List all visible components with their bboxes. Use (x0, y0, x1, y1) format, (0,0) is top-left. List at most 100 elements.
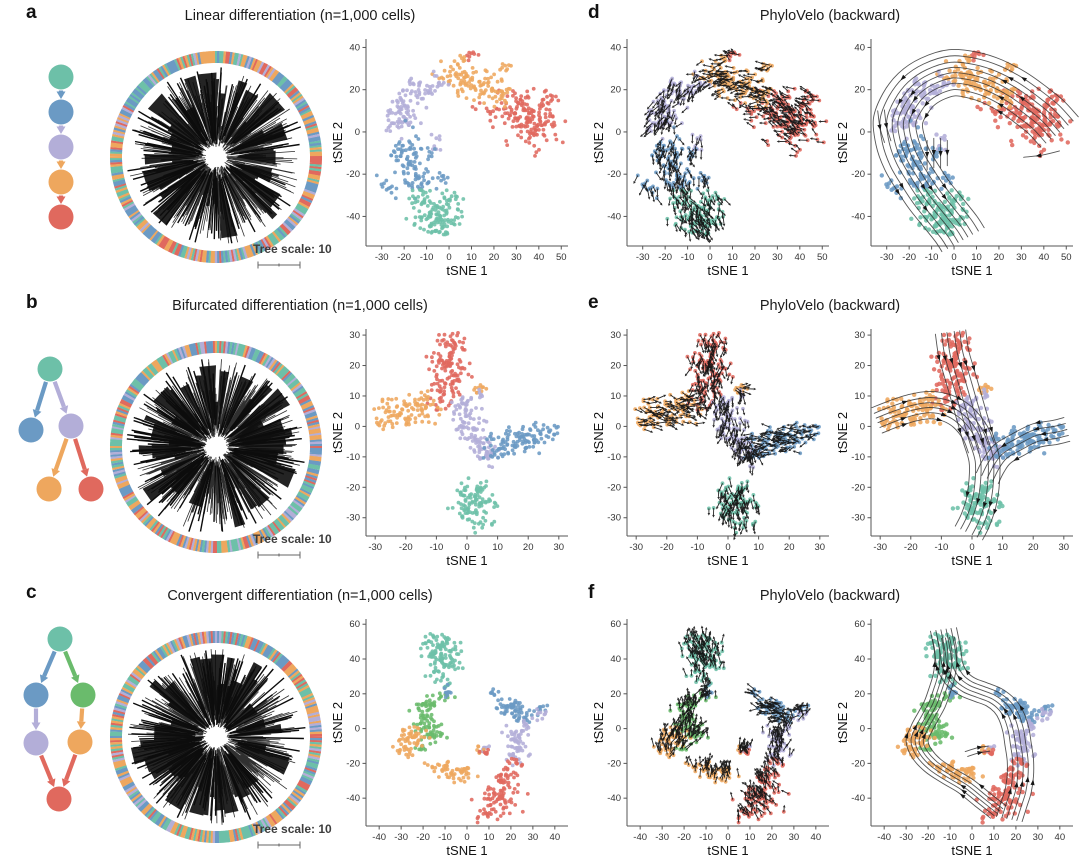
svg-text:-10: -10 (420, 252, 434, 263)
svg-text:20: 20 (610, 361, 621, 372)
svg-text:tSNE 1: tSNE 1 (707, 553, 748, 568)
svg-text:20: 20 (784, 542, 795, 553)
svg-text:0: 0 (616, 724, 621, 735)
svg-text:30: 30 (789, 832, 800, 843)
tree-scale-bar-a (257, 261, 301, 269)
svg-text:-20: -20 (397, 252, 411, 263)
svg-text:-30: -30 (629, 542, 643, 553)
svg-text:40: 40 (550, 832, 561, 843)
svg-text:10: 10 (997, 542, 1008, 553)
svg-text:-20: -20 (658, 252, 672, 263)
svg-text:-30: -30 (655, 832, 669, 843)
svg-text:40: 40 (349, 42, 360, 53)
svg-text:20: 20 (854, 85, 865, 96)
panel-label-d: d (588, 2, 600, 23)
tree-scale-label-c: Tree scale: 10 (253, 822, 332, 836)
svg-text:-40: -40 (372, 832, 386, 843)
lineage-schematic-bifurcated (18, 356, 104, 502)
svg-text:tSNE 2: tSNE 2 (330, 122, 345, 163)
svg-text:-10: -10 (851, 452, 865, 463)
svg-text:-40: -40 (633, 832, 647, 843)
svg-text:40: 40 (854, 42, 865, 53)
panel-label-a: a (26, 2, 37, 23)
svg-text:-30: -30 (636, 252, 650, 263)
svg-text:0: 0 (446, 252, 451, 263)
panel-title-c: Convergent differentiation (n=1,000 cell… (167, 588, 433, 604)
svg-text:-10: -10 (925, 252, 939, 263)
svg-text:0: 0 (860, 127, 865, 138)
lineage-schematic-linear (48, 64, 74, 230)
tree-scale-bar-c (257, 841, 301, 849)
panel-a: a Linear differentiation (n=1,000 cells)… (0, 0, 580, 290)
tsne-plot-c: -40 -30 -20 -10 0 10 20 30 40 -40 -20 0 20 40 60 tSNE 1… (330, 619, 568, 858)
svg-text:-40: -40 (851, 211, 865, 222)
svg-text:20: 20 (610, 85, 621, 96)
svg-text:tSNE 2: tSNE 2 (835, 122, 850, 163)
svg-text:10: 10 (492, 542, 503, 553)
svg-text:-30: -30 (880, 252, 894, 263)
tree-scale-label-b: Tree scale: 10 (253, 532, 332, 546)
svg-text:0: 0 (725, 542, 730, 553)
svg-text:-30: -30 (375, 252, 389, 263)
svg-text:tSNE 1: tSNE 1 (707, 843, 748, 858)
svg-text:0: 0 (464, 542, 469, 553)
svg-text:-10: -10 (935, 542, 949, 553)
panel-c: c Convergent differentiation (n=1,000 ce… (0, 580, 580, 861)
svg-text:0: 0 (355, 127, 360, 138)
svg-text:50: 50 (556, 252, 567, 263)
svg-text:-20: -20 (346, 482, 360, 493)
svg-text:-30: -30 (368, 542, 382, 553)
svg-text:-30: -30 (394, 832, 408, 843)
svg-text:-20: -20 (904, 542, 918, 553)
velocity-arrow-plot-d: -30 -20 -10 0 10 20 30 40 50 -40 -20 0 20 40 tSNE 1 tSN… (591, 39, 829, 278)
svg-text:30: 30 (528, 832, 539, 843)
svg-text:40: 40 (795, 252, 806, 263)
panel-title-f: PhyloVelo (backward) (759, 588, 901, 604)
velocity-arrow-plot-f: -40 -30 -20 -10 0 10 20 30 40 -40 -20 0 20 40 60 tSNE 1… (591, 619, 829, 858)
svg-text:60: 60 (349, 619, 360, 630)
svg-text:0: 0 (969, 542, 974, 553)
svg-text:tSNE 2: tSNE 2 (591, 412, 606, 453)
panel-title-e: PhyloVelo (backward) (759, 298, 901, 314)
svg-text:10: 10 (854, 391, 865, 402)
tree-scale-label-a: Tree scale: 10 (253, 242, 332, 256)
svg-text:30: 30 (610, 330, 621, 341)
svg-text:-20: -20 (346, 169, 360, 180)
svg-text:-30: -30 (873, 542, 887, 553)
svg-text:40: 40 (610, 654, 621, 665)
svg-text:10: 10 (484, 832, 495, 843)
panel-title-d: PhyloVelo (backward) (759, 8, 901, 24)
svg-text:20: 20 (349, 361, 360, 372)
panel-e: e PhyloVelo (backward) -30 -20 -10 0 10 20 30-… (580, 290, 1080, 580)
svg-text:50: 50 (1061, 252, 1072, 263)
svg-text:-20: -20 (607, 482, 621, 493)
svg-text:30: 30 (815, 542, 826, 553)
svg-text:-10: -10 (430, 542, 444, 553)
velocity-arrow-plot-e: -30 -20 -10 0 10 20 30 -30 -20 -10 0 10 20 30 tSNE 1 tS… (591, 329, 829, 568)
svg-text:0: 0 (464, 832, 469, 843)
svg-text:tSNE 2: tSNE 2 (591, 122, 606, 163)
lineage-schematic-convergent (23, 626, 96, 812)
panel-label-c: c (26, 582, 37, 603)
svg-text:-20: -20 (677, 832, 691, 843)
panel-label-f: f (588, 582, 595, 603)
svg-text:20: 20 (349, 689, 360, 700)
svg-text:tSNE 2: tSNE 2 (330, 702, 345, 743)
svg-text:-40: -40 (346, 211, 360, 222)
tsne-plot-b: -30 -20 -10 0 10 20 30 -30 -20 -10 0 10 20 30 tSNE 1 tS… (330, 329, 568, 568)
svg-text:tSNE 2: tSNE 2 (591, 702, 606, 743)
panel-b: b Bifurcated differentiation (n=1,000 ce… (0, 290, 580, 580)
svg-text:20: 20 (506, 832, 517, 843)
svg-text:tSNE 1: tSNE 1 (951, 553, 992, 568)
svg-text:30: 30 (854, 330, 865, 341)
svg-text:-20: -20 (902, 252, 916, 263)
svg-text:0: 0 (725, 832, 730, 843)
svg-text:0: 0 (616, 127, 621, 138)
svg-text:20: 20 (994, 252, 1005, 263)
svg-text:30: 30 (1059, 542, 1070, 553)
svg-text:60: 60 (610, 619, 621, 630)
svg-text:20: 20 (767, 832, 778, 843)
svg-text:-10: -10 (438, 832, 452, 843)
svg-text:0: 0 (355, 724, 360, 735)
